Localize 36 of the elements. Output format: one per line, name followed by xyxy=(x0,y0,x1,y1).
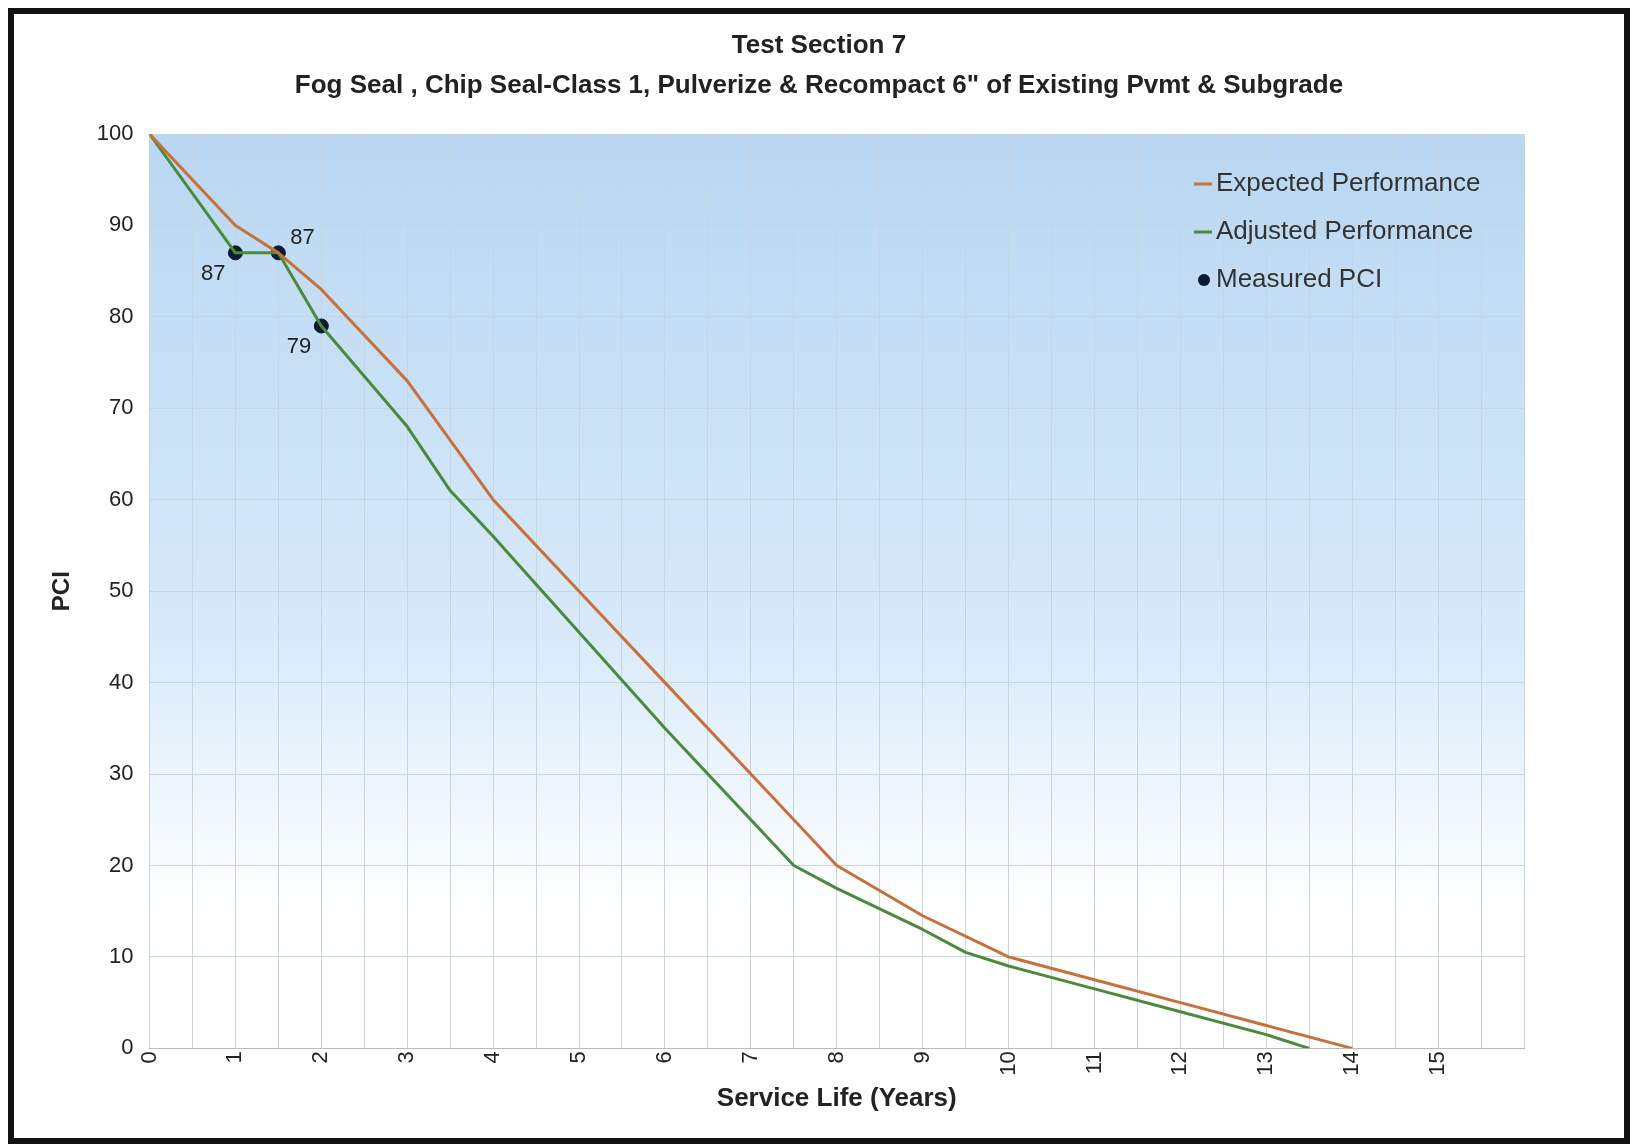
y-tick-label: 10 xyxy=(109,942,134,968)
data-label: 79 xyxy=(286,333,312,359)
y-tick-label: 40 xyxy=(109,668,134,694)
x-tick-label: 15 xyxy=(1424,1051,1450,1076)
x-axis-title: Service Life (Years) xyxy=(716,1081,957,1112)
y-tick-label: 80 xyxy=(109,302,134,328)
x-tick-label: 11 xyxy=(1080,1051,1106,1075)
y-tick-label: 50 xyxy=(109,577,134,603)
y-tick-label: 20 xyxy=(109,851,134,877)
x-tick-label: 1 xyxy=(221,1051,247,1064)
x-tick-label: 5 xyxy=(565,1051,591,1064)
data-label: 87 xyxy=(200,259,226,285)
x-tick-label: 14 xyxy=(1338,1051,1364,1076)
x-tick-label: 6 xyxy=(651,1051,676,1064)
y-tick-label: 70 xyxy=(109,394,134,420)
x-tick-label: 7 xyxy=(736,1051,762,1064)
chart-title: Test Section 7 xyxy=(730,28,908,61)
x-tick-label: 0 xyxy=(135,1051,161,1064)
legend-label: Adjusted Performance xyxy=(1216,215,1474,246)
x-tick-label: 8 xyxy=(822,1051,848,1064)
x-tick-label: 10 xyxy=(994,1051,1020,1076)
x-tick-label: 13 xyxy=(1252,1051,1278,1076)
x-tick-label: 9 xyxy=(908,1051,934,1064)
x-tick-label: 4 xyxy=(479,1051,505,1064)
x-tick-label: 3 xyxy=(393,1051,419,1064)
x-tick-label: 12 xyxy=(1166,1051,1192,1076)
legend-label: Measured PCI xyxy=(1216,263,1383,294)
data-label: 87 xyxy=(290,223,315,249)
x-tick-label: 2 xyxy=(307,1051,333,1064)
y-tick-label: 100 xyxy=(96,120,134,146)
y-tick-label: 30 xyxy=(109,760,134,786)
chart-subtitle: Fog Seal , Chip Seal-Class 1, Pulverize & Recompact 6" of Existing Pvmt & Subgrade xyxy=(293,68,1345,101)
y-tick-label: 90 xyxy=(109,211,134,237)
y-axis-title: PCI xyxy=(47,571,75,612)
legend-label: Expected Performance xyxy=(1216,167,1481,198)
y-tick-label: 60 xyxy=(109,485,134,511)
